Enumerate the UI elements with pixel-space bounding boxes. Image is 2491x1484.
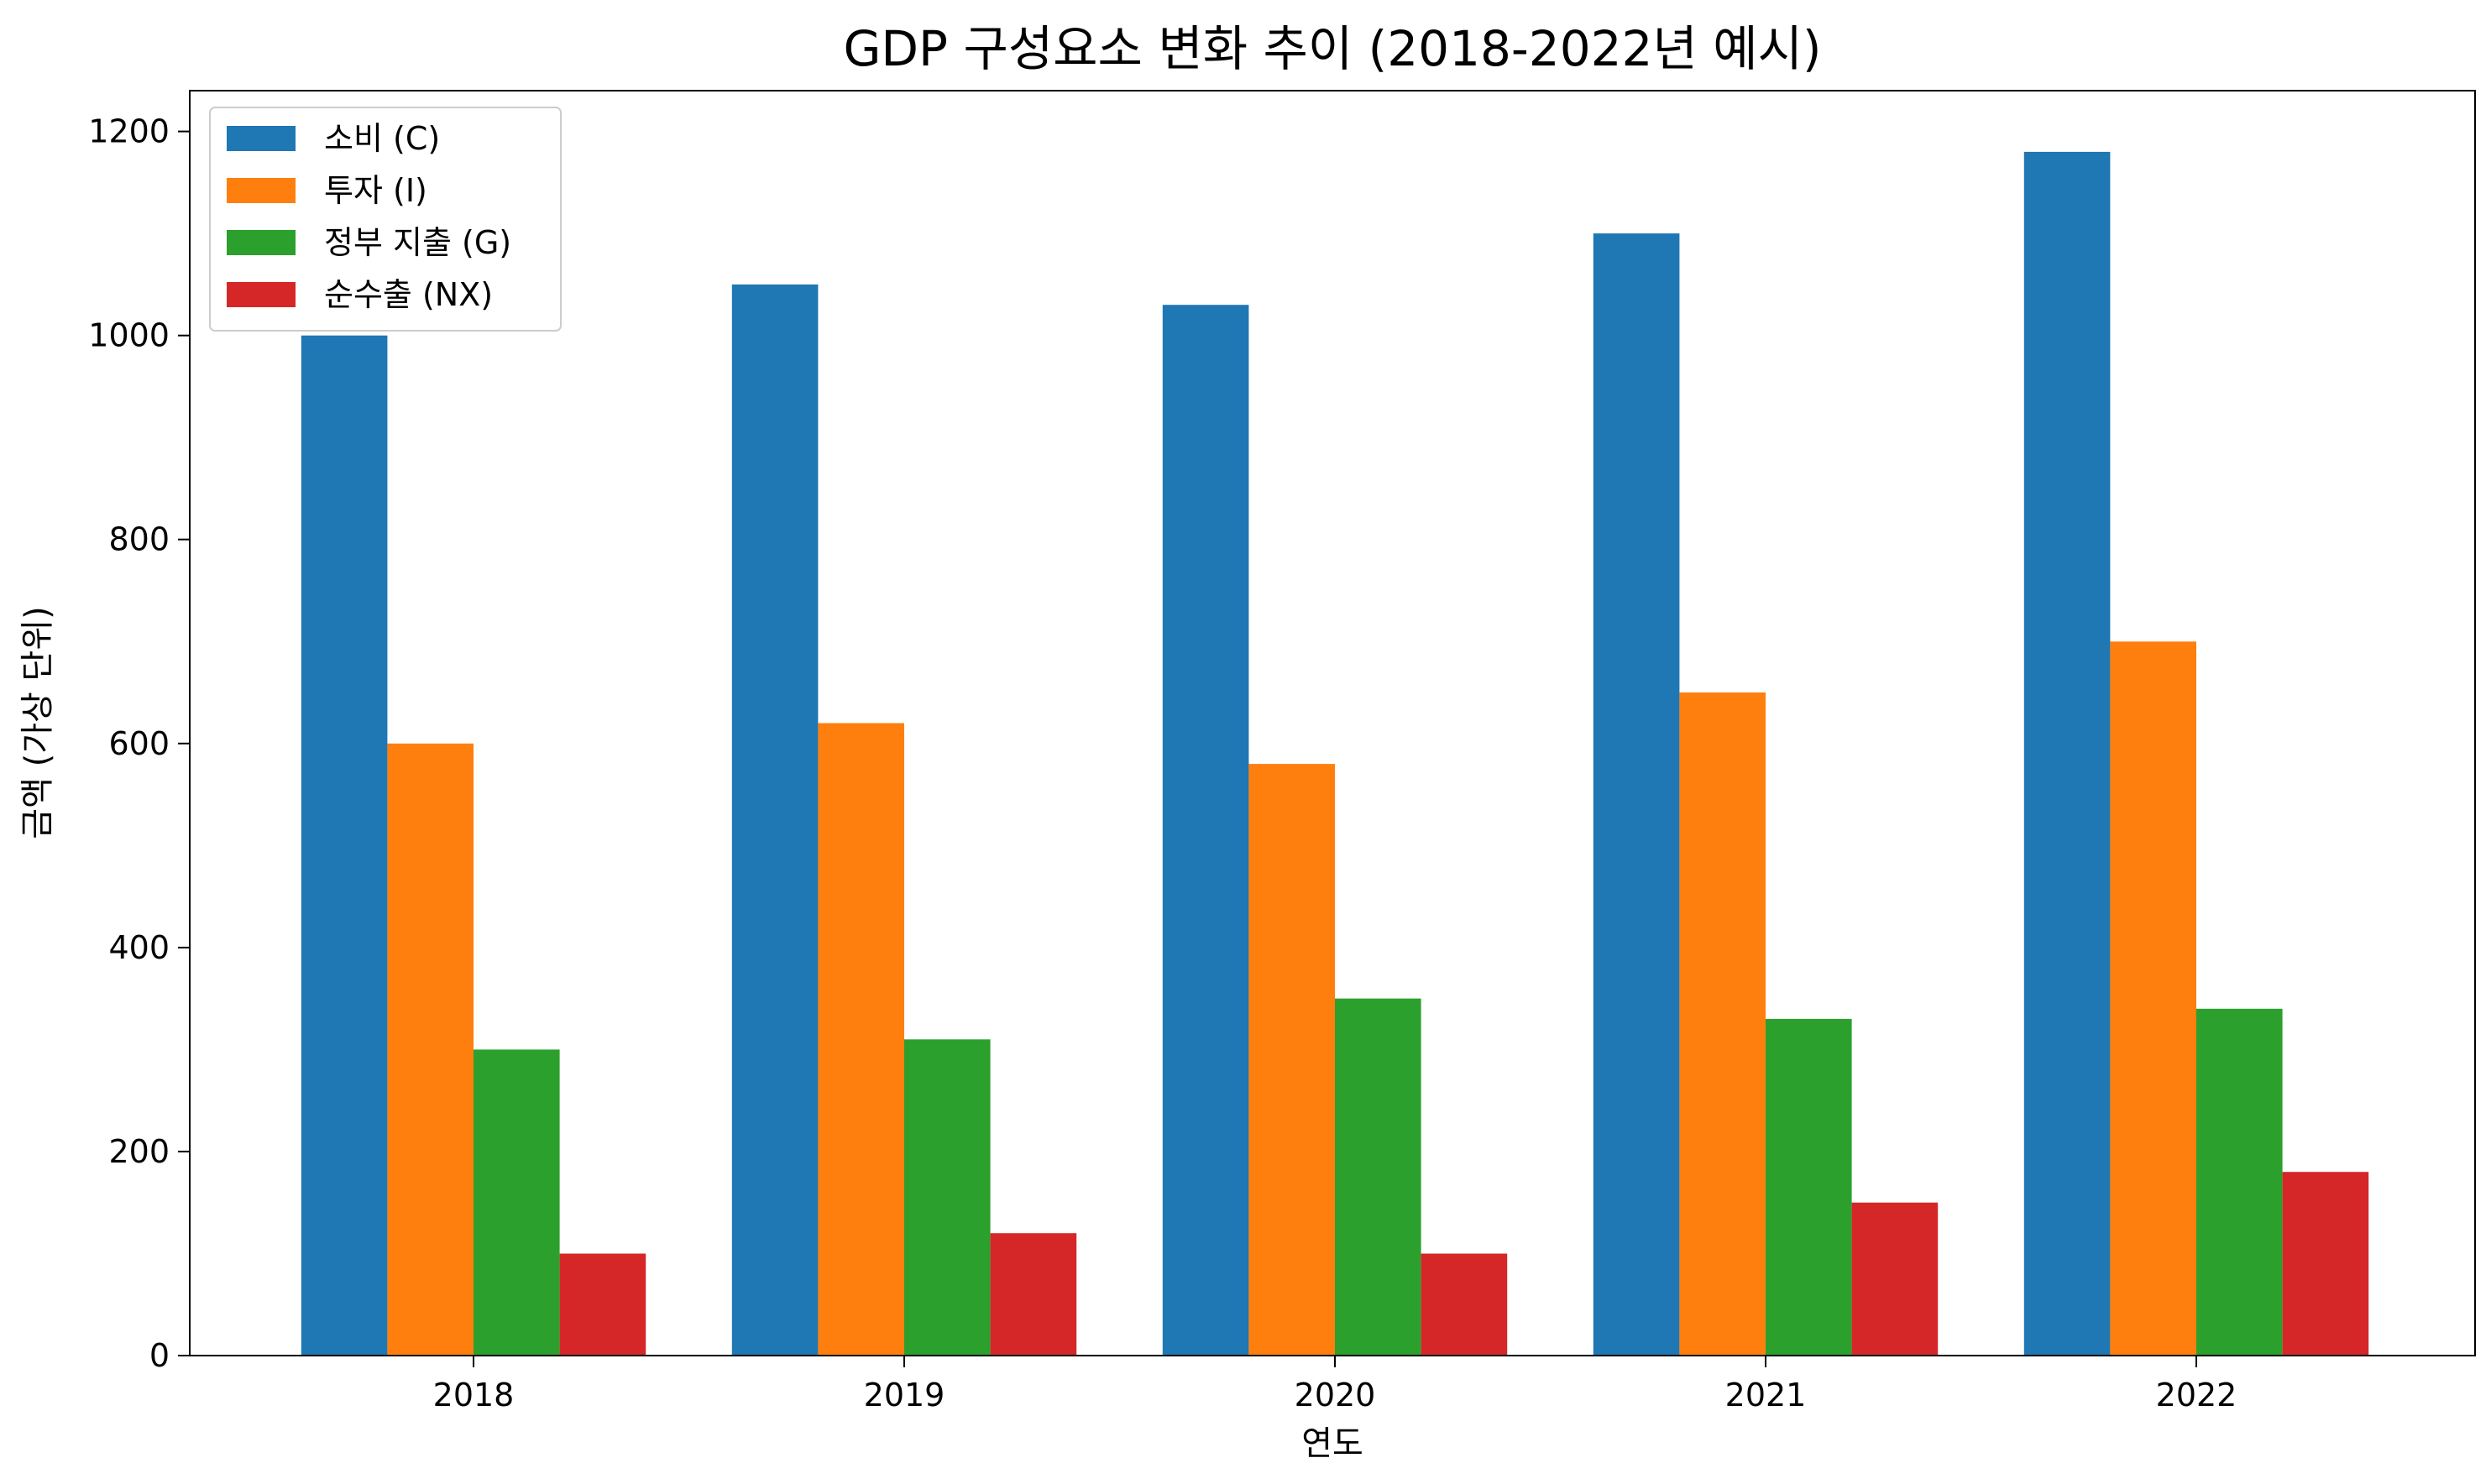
chart-title: GDP 구성요소 변화 추이 (2018-2022년 예시) <box>843 20 1821 77</box>
bar-2020-series-1 <box>1248 764 1335 1356</box>
y-tick-label: 1000 <box>88 317 170 354</box>
y-tick-label: 0 <box>149 1337 170 1374</box>
x-tick-label: 2020 <box>1295 1377 1376 1413</box>
bar-2022-series-0 <box>2023 151 2111 1356</box>
bar-2021-series-0 <box>1593 233 1680 1356</box>
bar-2019-series-2 <box>904 1039 991 1356</box>
x-tick-label: 2019 <box>864 1377 945 1413</box>
legend-box <box>209 107 562 332</box>
bar-2020-series-0 <box>1162 305 1249 1356</box>
bar-2022-series-1 <box>2110 641 2196 1356</box>
bar-2021-series-2 <box>1766 1018 1852 1356</box>
legend-swatch <box>227 282 296 307</box>
x-tick-label: 2021 <box>1725 1377 1807 1413</box>
legend-label: 소비 (C) <box>324 120 440 157</box>
y-tick-label: 1200 <box>88 113 170 150</box>
bar-2019-series-0 <box>731 284 819 1356</box>
x-axis: 2018 2019 2020 2021 2022 <box>433 1356 2237 1413</box>
legend-label: 순수출 (NX) <box>324 276 493 313</box>
bar-2018-series-3 <box>559 1253 646 1356</box>
y-tick-label: 800 <box>108 521 170 558</box>
bar-2018-series-2 <box>474 1049 560 1356</box>
bar-2019-series-1 <box>818 723 904 1356</box>
x-tick-label: 2018 <box>433 1377 515 1413</box>
bar-2021-series-1 <box>1679 692 1766 1356</box>
bar-2020-series-3 <box>1421 1253 1508 1356</box>
legend-label: 투자 (I) <box>324 172 427 209</box>
bar-2022-series-3 <box>2282 1172 2369 1356</box>
bars <box>301 151 2369 1356</box>
legend-swatch <box>227 126 296 151</box>
y-tick-label: 200 <box>108 1133 170 1170</box>
bar-2022-series-2 <box>2196 1008 2283 1356</box>
legend-swatch <box>227 178 296 203</box>
bar-2021-series-3 <box>1851 1202 1939 1356</box>
y-axis: 0 200 400 600 800 1000 1200 <box>88 113 190 1374</box>
y-tick-label: 600 <box>108 725 170 762</box>
x-axis-label: 연도 <box>1301 1424 1363 1463</box>
legend-label: 정부 지출 (G) <box>324 224 511 261</box>
bar-2018-series-0 <box>301 335 388 1356</box>
x-tick-label: 2022 <box>2156 1377 2237 1413</box>
y-tick-label: 400 <box>108 929 170 966</box>
bar-2018-series-1 <box>387 743 474 1356</box>
legend: 소비 (C) 투자 (I) 정부 지출 (G) 순수출 (NX) <box>209 107 562 332</box>
y-axis-label: 금액 (가상 단위) <box>18 606 57 839</box>
plot-frame <box>189 90 2476 1356</box>
bar-2019-series-3 <box>990 1233 1077 1356</box>
bar-2020-series-2 <box>1335 998 1421 1356</box>
legend-swatch <box>227 230 296 255</box>
